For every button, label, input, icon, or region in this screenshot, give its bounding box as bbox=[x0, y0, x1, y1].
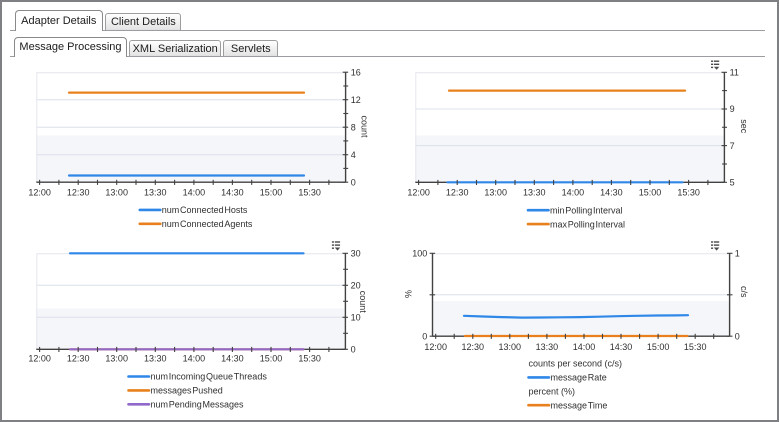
svg-text:100: 100 bbox=[412, 249, 427, 259]
svg-text:percent (%): percent (%) bbox=[529, 387, 576, 397]
svg-text:14:30: 14:30 bbox=[610, 342, 633, 352]
svg-text:16: 16 bbox=[351, 67, 361, 77]
svg-text:14:30: 14:30 bbox=[600, 188, 623, 198]
svg-text:13:00: 13:00 bbox=[105, 353, 128, 363]
svg-text:14:30: 14:30 bbox=[221, 187, 244, 197]
svg-text:%: % bbox=[403, 290, 413, 298]
svg-text:13:00: 13:00 bbox=[499, 342, 522, 352]
svg-text:12:00: 12:00 bbox=[407, 188, 430, 198]
svg-text:13:00: 13:00 bbox=[484, 188, 507, 198]
svg-text:15:30: 15:30 bbox=[677, 188, 700, 198]
svg-text:0: 0 bbox=[351, 345, 356, 355]
svg-text:10: 10 bbox=[351, 313, 361, 323]
svg-text:0: 0 bbox=[351, 177, 356, 187]
svg-text:message Rate: message Rate bbox=[551, 373, 607, 383]
svg-text:count: count bbox=[358, 291, 368, 314]
svg-text:sec: sec bbox=[739, 119, 749, 134]
svg-text:11: 11 bbox=[730, 68, 739, 78]
svg-text:c/s: c/s bbox=[739, 286, 749, 298]
svg-text:13:30: 13:30 bbox=[144, 187, 167, 197]
svg-text:12:30: 12:30 bbox=[446, 188, 469, 198]
svg-text:4: 4 bbox=[351, 150, 356, 160]
svg-text:9: 9 bbox=[730, 104, 735, 114]
svg-text:13:00: 13:00 bbox=[105, 187, 128, 197]
svg-text:20: 20 bbox=[351, 281, 361, 291]
svg-text:12:00: 12:00 bbox=[28, 187, 51, 197]
svg-text:counts per second (c/s): counts per second (c/s) bbox=[529, 359, 623, 369]
svg-text:15:00: 15:00 bbox=[639, 188, 662, 198]
svg-text:14:00: 14:00 bbox=[562, 188, 585, 198]
svg-text:12:00: 12:00 bbox=[28, 353, 51, 363]
svg-text:15:00: 15:00 bbox=[260, 187, 283, 197]
svg-text:5: 5 bbox=[730, 178, 735, 188]
svg-text:30: 30 bbox=[351, 249, 361, 259]
svg-text:0: 0 bbox=[735, 331, 740, 341]
svg-text:14:00: 14:00 bbox=[183, 187, 206, 197]
svg-text:13:30: 13:30 bbox=[536, 342, 559, 352]
svg-text:12:30: 12:30 bbox=[462, 342, 485, 352]
svg-text:15:00: 15:00 bbox=[647, 342, 670, 352]
svg-text:num Connected Hosts: num Connected Hosts bbox=[162, 205, 248, 215]
svg-text:15:30: 15:30 bbox=[684, 342, 707, 352]
svg-text:14:00: 14:00 bbox=[183, 353, 206, 363]
svg-text:num Connected Agents: num Connected Agents bbox=[162, 219, 253, 229]
svg-text:0: 0 bbox=[422, 331, 427, 341]
svg-text:12:30: 12:30 bbox=[67, 353, 90, 363]
svg-text:messages Pushed: messages Pushed bbox=[151, 386, 223, 396]
svg-text:message Time: message Time bbox=[551, 400, 608, 410]
svg-text:13:30: 13:30 bbox=[144, 353, 167, 363]
svg-text:15:30: 15:30 bbox=[298, 187, 321, 197]
svg-text:count: count bbox=[360, 115, 370, 138]
svg-text:12:30: 12:30 bbox=[67, 187, 90, 197]
svg-text:7: 7 bbox=[730, 141, 735, 151]
svg-text:8: 8 bbox=[351, 122, 356, 132]
svg-text:14:30: 14:30 bbox=[221, 353, 244, 363]
svg-text:12: 12 bbox=[351, 95, 361, 105]
svg-text:13:30: 13:30 bbox=[523, 188, 546, 198]
svg-text:1: 1 bbox=[735, 249, 740, 259]
svg-text:15:00: 15:00 bbox=[260, 353, 283, 363]
svg-text:num Incoming Queue Threads: num Incoming Queue Threads bbox=[151, 372, 268, 382]
svg-text:14:00: 14:00 bbox=[573, 342, 596, 352]
svg-text:num Pending Messages: num Pending Messages bbox=[151, 400, 245, 410]
svg-text:max Polling Interval: max Polling Interval bbox=[550, 219, 625, 229]
svg-text:min Polling Interval: min Polling Interval bbox=[550, 205, 623, 215]
svg-text:12:00: 12:00 bbox=[424, 342, 447, 352]
svg-text:15:30: 15:30 bbox=[298, 353, 321, 363]
